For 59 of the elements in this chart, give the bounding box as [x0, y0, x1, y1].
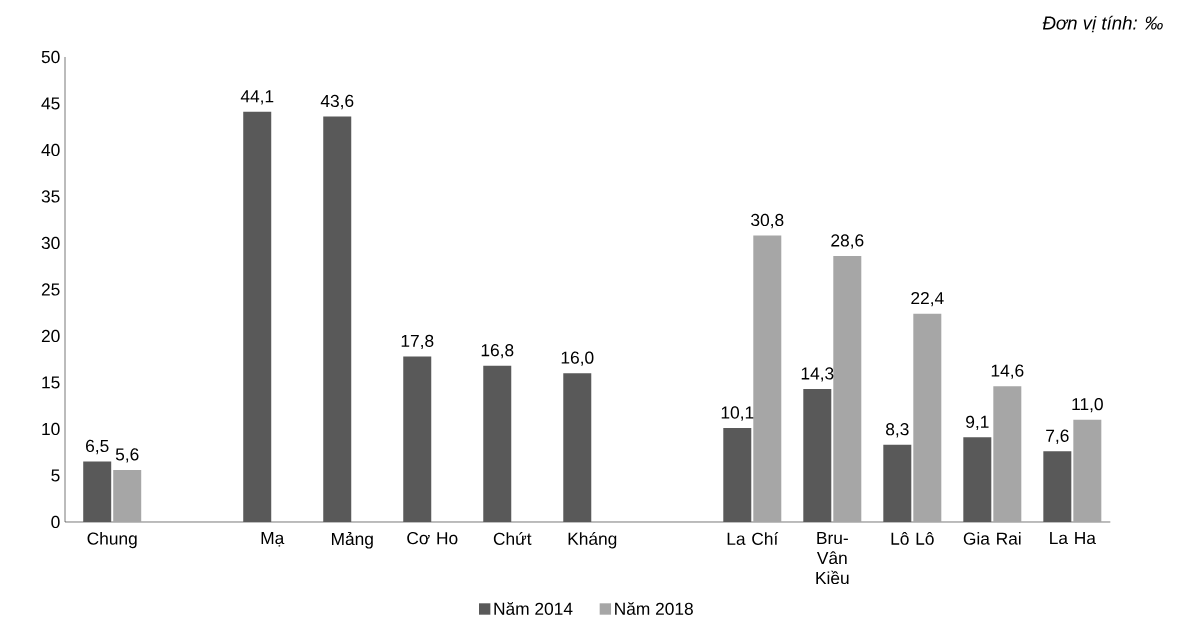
legend-label: Năm 2014 — [494, 601, 573, 615]
data-label: 9,1 — [966, 415, 989, 430]
bar — [483, 365, 512, 522]
y-tick-label: 50 — [41, 50, 60, 64]
data-label: 7,6 — [1046, 429, 1069, 444]
bar — [833, 256, 862, 522]
bar — [753, 235, 782, 522]
bar — [723, 428, 752, 522]
x-tick-label: Mạ — [261, 532, 285, 547]
data-label: 44,1 — [240, 90, 274, 105]
data-label: 11,0 — [1072, 397, 1103, 413]
x-tick-label: La Chí — [727, 532, 779, 545]
bar — [883, 444, 912, 522]
bar — [403, 356, 432, 522]
x-tick-label: Cơ Ho — [407, 532, 458, 545]
y-tick-label: 30 — [41, 236, 60, 250]
y-tick-label: 0 — [51, 515, 60, 529]
data-label: 5,6 — [115, 448, 139, 463]
bar — [803, 389, 832, 522]
x-tick-label: Mảng — [331, 532, 373, 549]
bar — [963, 437, 992, 522]
x-tick-label: Kháng — [568, 532, 617, 549]
bar — [1043, 451, 1072, 522]
x-tick-label: Chứt — [493, 532, 532, 545]
x-tick-label: Lô Lô — [891, 532, 934, 545]
bar — [323, 116, 352, 522]
bar — [563, 373, 592, 522]
data-label: 14,6 — [991, 364, 1024, 379]
y-tick-label: 45 — [41, 97, 60, 110]
bar — [913, 313, 942, 522]
x-tick-label: La Ha — [1050, 532, 1096, 545]
y-tick-label: 20 — [41, 329, 60, 343]
data-label: 16,0 — [561, 351, 594, 366]
bar — [243, 111, 272, 522]
data-label: 16,8 — [481, 344, 514, 359]
bar — [83, 461, 112, 522]
y-tick-label: 25 — [41, 283, 60, 296]
x-tick-label: Gia Rai — [963, 532, 1021, 545]
data-label: 30,8 — [751, 213, 784, 229]
y-tick-label: 40 — [41, 143, 60, 157]
data-label: 43,6 — [320, 94, 354, 110]
bar — [1073, 419, 1102, 522]
data-label: 10,1 — [721, 406, 754, 421]
data-label: 14,3 — [801, 367, 834, 382]
y-tick-label: 35 — [41, 190, 60, 203]
data-label: 6,5 — [86, 439, 109, 455]
data-label: 17,8 — [401, 334, 434, 350]
x-tick-label: Bru-Vân Kiều — [816, 532, 849, 585]
bar — [993, 386, 1022, 522]
text: Đơn vị tính: ‰ — [1042, 15, 1163, 33]
x-tick-label: Chung — [87, 532, 137, 549]
bar — [113, 469, 142, 522]
data-label: 22,4 — [911, 291, 944, 307]
y-tick-label: 10 — [42, 422, 60, 436]
y-tick-label: 15 — [42, 376, 60, 389]
data-label: 28,6 — [831, 234, 864, 249]
data-label: 8,3 — [886, 423, 909, 438]
y-tick-label: 5 — [51, 469, 60, 482]
legend-label: Năm 2018 — [615, 601, 693, 615]
